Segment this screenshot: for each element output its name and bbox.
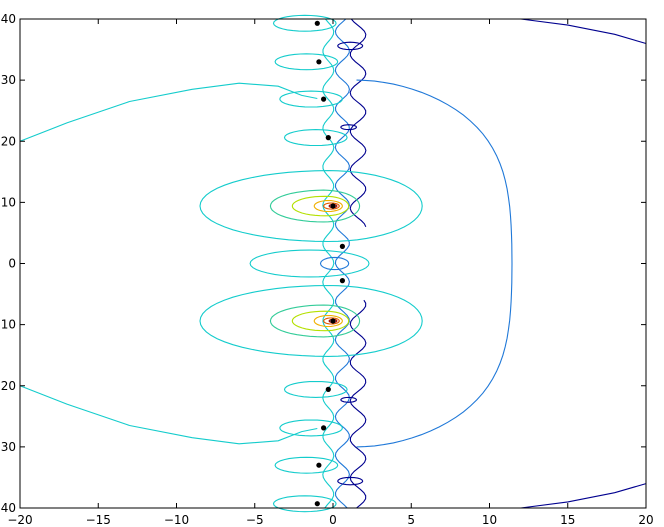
contour-navy-arc-upper	[520, 18, 647, 45]
contour-navy-arc-lower	[520, 483, 647, 509]
x-tick-label: −5	[246, 513, 264, 527]
point-5	[339, 243, 345, 249]
contour-small-loop-lower-3	[283, 380, 348, 398]
contour-island-2	[337, 476, 364, 486]
point-1	[316, 59, 322, 65]
y-tick-label: 40	[1, 12, 16, 26]
point-10	[316, 462, 322, 468]
contour-lobe-green-lower	[269, 304, 361, 338]
y-tick-label: −40	[0, 501, 16, 515]
contour-lobe-yellow-lower	[291, 310, 350, 332]
contour-small-loop-lower-1	[274, 456, 339, 474]
contour-band-cyan	[322, 18, 335, 509]
y-tick-label: 10	[1, 195, 16, 209]
contour-lines	[19, 14, 647, 513]
contour-island-3	[340, 124, 358, 131]
contour-island-4	[340, 396, 358, 403]
contour-lobe-cyan-lower	[199, 284, 423, 357]
point-0	[314, 20, 320, 26]
contour-lobe-yellow-upper	[291, 195, 350, 217]
y-tick-label: 20	[1, 134, 16, 148]
contour-small-loop-lower-0	[272, 495, 337, 513]
contour-center-loop	[249, 249, 370, 278]
contour-small-loop-upper-0	[272, 14, 337, 32]
plot-frame	[19, 18, 647, 509]
x-tick-label: 10	[482, 513, 497, 527]
point-9	[321, 425, 327, 431]
contour-outer-blue	[356, 79, 513, 448]
contour-lobe-orange-lower	[313, 314, 343, 328]
x-tick-label: −20	[7, 513, 32, 527]
point-6	[339, 278, 345, 284]
contour-island-1	[337, 41, 364, 51]
contour-band-blue	[334, 18, 350, 509]
contour-small-loop-upper-2	[279, 90, 343, 108]
contour-cyan-arc-upper	[19, 82, 318, 142]
contour-lobe-green-upper	[269, 189, 361, 223]
point-4	[330, 203, 336, 209]
y-tick-label: 30	[1, 73, 16, 87]
contour-band-navy-upper	[349, 18, 367, 228]
contour-cyan-arc-lower	[19, 385, 318, 445]
x-tick-label: 0	[329, 513, 337, 527]
y-tick-label: 0	[8, 257, 16, 271]
contour-band-navy-lower	[349, 299, 367, 509]
y-tick-label: −30	[0, 440, 16, 454]
x-tick-label: 15	[560, 513, 575, 527]
point-3	[325, 135, 331, 141]
contour-center-inner	[319, 256, 350, 271]
contour-lobe-red-lower	[323, 317, 340, 325]
y-tick-label: −20	[0, 379, 16, 393]
point-2	[321, 96, 327, 102]
x-tick-label: −15	[86, 513, 111, 527]
point-11	[314, 501, 320, 507]
contour-lobe-red-upper	[323, 202, 340, 210]
x-tick-label: −10	[164, 513, 189, 527]
y-tick-label: −10	[0, 318, 16, 332]
contour-small-loop-upper-3	[283, 129, 348, 147]
point-8	[325, 386, 331, 392]
axes: −20 −15 −10 −5 0 5 10 15 20 −40 −30 −20 −10 0 10 20 30 40	[0, 12, 654, 527]
contour-lobe-cyan-upper	[199, 170, 423, 243]
x-tick-label: 20	[638, 513, 653, 527]
contour-small-loop-lower-2	[279, 419, 343, 437]
zero-points	[314, 20, 345, 507]
x-tick-label: 5	[407, 513, 415, 527]
contour-lobe-orange-upper	[313, 199, 343, 213]
contour-small-loop-upper-1	[274, 53, 339, 71]
point-7	[330, 318, 336, 324]
